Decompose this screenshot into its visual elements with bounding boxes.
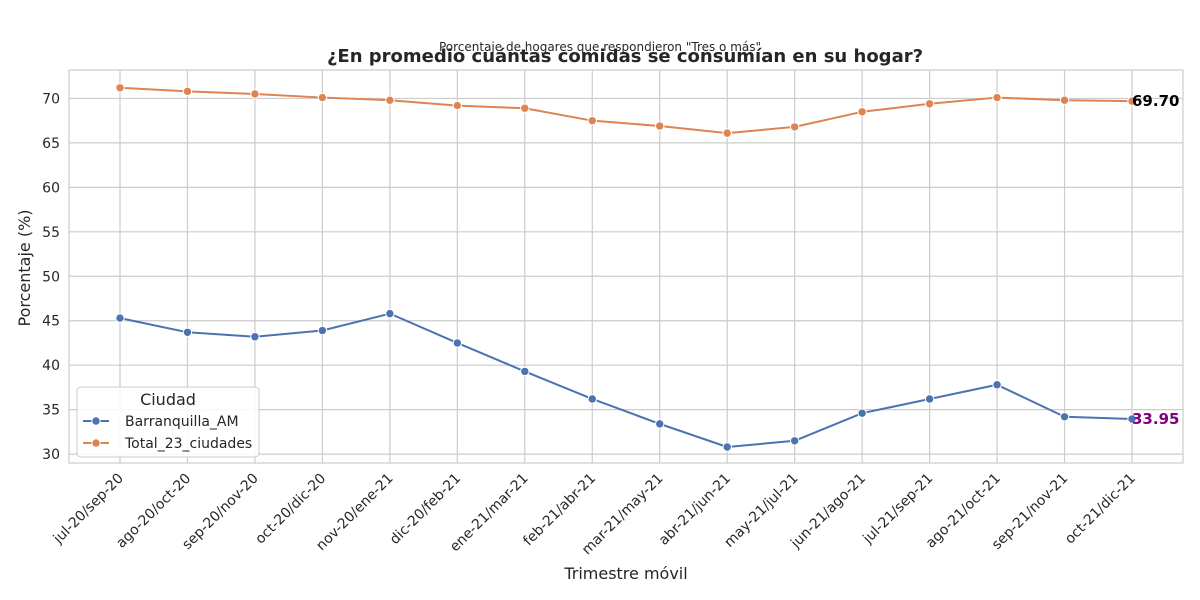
legend-items: Barranquilla_AM Total_23_ciudades (83, 414, 252, 452)
x-tick-label: jul-21/sep-21 (859, 471, 936, 548)
data-point (655, 419, 665, 429)
chart-title: ¿En promedio cuántas comidas se consumía… (327, 46, 923, 67)
series-line (119, 312, 1133, 448)
legend-item: Total_23_ciudades (83, 436, 252, 452)
data-point (520, 103, 530, 113)
data-point (115, 83, 125, 93)
data-point (385, 308, 395, 319)
end-value-label: 69.70 (1132, 92, 1179, 110)
legend-marker (91, 438, 101, 448)
data-point (992, 380, 1002, 390)
data-point (1127, 414, 1137, 424)
y-tick-label: 65 (42, 136, 60, 152)
data-point (789, 436, 800, 446)
plot-frame (68, 69, 1184, 464)
data-point (385, 95, 395, 105)
y-tick-label: 30 (42, 447, 60, 463)
data-point (1059, 95, 1070, 105)
series-Barranquilla_AM (115, 308, 1137, 452)
end-labels: 33.95 69.70 (1132, 92, 1179, 428)
data-point (789, 122, 800, 132)
legend-label: Total_23_ciudades (124, 436, 252, 452)
data-point (857, 107, 867, 117)
data-point (317, 92, 328, 103)
legend-title: Ciudad (140, 390, 196, 409)
data-point (587, 115, 597, 126)
legend-marker (91, 416, 101, 426)
y-tick-label: 50 (42, 269, 60, 285)
data-point (722, 128, 732, 138)
data-point (250, 89, 260, 99)
data-point (115, 313, 125, 323)
data-point (857, 408, 867, 418)
y-tick-label: 55 (42, 225, 60, 241)
data-point (655, 121, 665, 131)
data-point (1127, 96, 1137, 106)
y-tick-label: 70 (42, 91, 60, 107)
data-point (250, 332, 260, 342)
x-axis: jul-20/sep-20ago-20/oct-20sep-20/nov-20o… (50, 471, 1139, 559)
y-axis: 30 35 40 45 50 55 60 65 70 (42, 91, 60, 463)
data-point (924, 394, 935, 404)
legend: Ciudad Barranquilla_AM Total_23_ciudades (76, 386, 260, 458)
end-value-label: 33.95 (1132, 410, 1179, 428)
data-point (992, 92, 1002, 103)
data-point (520, 366, 530, 377)
y-tick-label: 60 (42, 180, 60, 196)
x-tick-label: dic-20/feb-21 (387, 471, 464, 548)
legend-item: Barranquilla_AM (83, 414, 239, 430)
data-point (452, 100, 463, 111)
chart-subtitle: Porcentaje de hogares que respondieron "… (439, 40, 761, 54)
data-point (317, 325, 328, 336)
data-point (722, 442, 732, 452)
grid (69, 70, 1183, 463)
y-axis-label: Porcentaje (%) (15, 209, 34, 326)
x-tick-label: jul-20/sep-20 (50, 471, 127, 548)
data-point (587, 394, 597, 404)
series-Total_23_ciudades (115, 83, 1137, 138)
x-tick-label: oct-21/dic-21 (1062, 471, 1139, 548)
data-point (182, 86, 193, 97)
y-tick-label: 35 (42, 403, 60, 419)
series-group (115, 83, 1137, 452)
data-point (452, 338, 463, 348)
x-axis-label: Trimestre móvil (563, 564, 687, 583)
y-tick-label: 40 (42, 358, 60, 374)
legend-box (76, 386, 260, 458)
data-point (924, 99, 935, 109)
data-point (182, 327, 193, 337)
y-tick-label: 45 (42, 314, 60, 330)
legend-label: Barranquilla_AM (125, 414, 239, 430)
x-tick-label: abr-21/jun-21 (656, 471, 734, 549)
series-line (119, 86, 1133, 135)
data-point (1059, 412, 1070, 422)
x-tick-label: oct-20/dic-20 (252, 471, 329, 548)
